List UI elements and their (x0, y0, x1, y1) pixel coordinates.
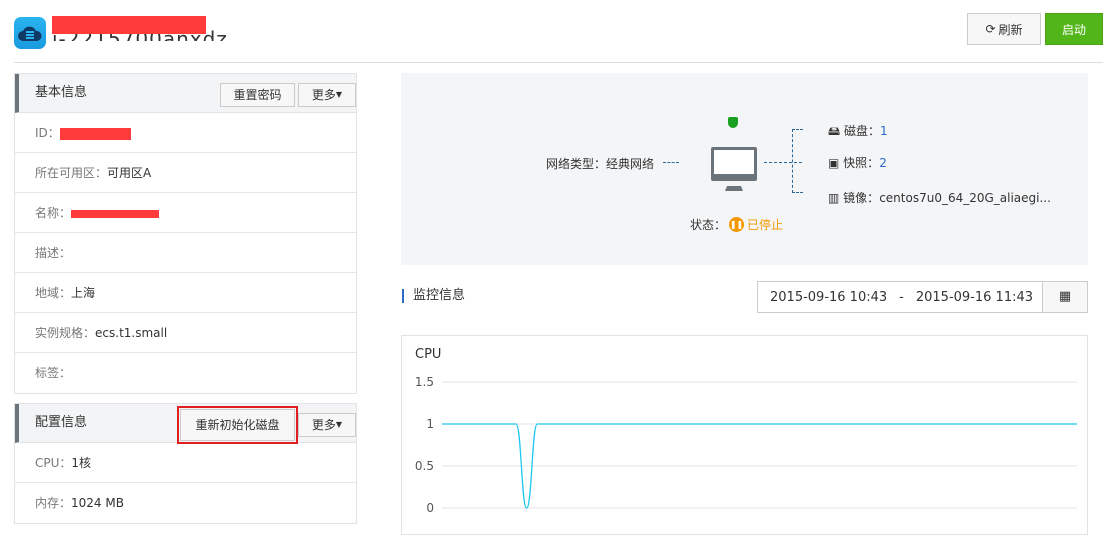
divider (14, 62, 1103, 63)
redaction (52, 16, 206, 34)
disk-item: 🖴 磁盘：1 (828, 124, 888, 138)
computer-icon (711, 147, 757, 191)
pause-icon: ❚❚ (729, 217, 745, 232)
reset-password-button[interactable]: 重置密码 (220, 83, 295, 107)
info-row-id: ID： (15, 113, 356, 153)
info-row-tags: 标签： (35, 366, 72, 380)
y-tick-label: 0.5 (415, 459, 434, 473)
config-info-panel: 配置信息 重新初始化磁盘 更多 ▼ CPU：1核 内存：1024 MB (14, 403, 357, 524)
network-type: 网络类型：经典网络 (546, 157, 655, 171)
basic-info-panel: 基本信息 重置密码 更多 ▼ ID： 所在可用区：可用区A 名称： 描述： 地域：… (14, 73, 357, 394)
reinit-disk-button[interactable]: 重新初始化磁盘 (177, 406, 298, 444)
redaction (71, 209, 160, 218)
redaction (59, 127, 131, 140)
connector (663, 162, 679, 163)
caret-down-icon: ▼ (335, 420, 343, 429)
cloud-server-icon (18, 26, 42, 41)
cpu-series-line (441, 423, 1077, 509)
chart-plot: 1.5 1 0.5 0 (415, 375, 1077, 515)
image-item: ▥ 镜像：centos7u0_64_20G_aliaegi... (828, 191, 1051, 205)
info-row-spec: 实例规格：ecs.t1.small (15, 313, 356, 353)
refresh-icon: ⟳ (985, 22, 996, 36)
calendar-icon[interactable]: ▦ (1042, 282, 1087, 312)
info-row-zone: 所在可用区：可用区A (15, 153, 356, 193)
chart-title: CPU (415, 347, 442, 362)
start-button[interactable]: 启动 (1045, 13, 1103, 45)
snapshot-item: ▣ 快照：2 (828, 156, 887, 170)
info-row-region: 地域：上海 (15, 273, 356, 313)
y-tick-label: 0 (426, 501, 434, 515)
more-button[interactable]: 更多 ▼ (298, 413, 356, 437)
config-row-cpu: CPU：1核 (15, 443, 356, 483)
image-icon: ▥ (828, 191, 840, 205)
snapshot-icon: ▣ (828, 156, 840, 170)
basic-info-header: 基本信息 重置密码 更多 ▼ (15, 74, 356, 113)
app-logo (14, 17, 46, 49)
y-tick-label: 1 (426, 417, 434, 431)
monitor-title: 监控信息 (402, 289, 465, 303)
topology-panel: 网络类型：经典网络 🖴 磁盘：1 ▣ 快照：2 ▥ 镜像：centos7u0_6… (401, 73, 1088, 265)
more-button[interactable]: 更多 ▼ (298, 83, 356, 107)
y-tick-label: 1.5 (415, 375, 434, 389)
info-row-name: 名称： (15, 193, 356, 233)
date-range-picker[interactable]: 2015-09-16 10:43 - 2015-09-16 11:43 ▦ (757, 281, 1088, 313)
cpu-chart: CPU 1.5 1 0.5 0 (401, 335, 1088, 535)
caret-down-icon: ▼ (335, 90, 343, 99)
config-row-memory: 内存：1024 MB (35, 496, 124, 510)
connector (792, 129, 803, 193)
disk-icon: 🖴 (828, 124, 841, 138)
shield-icon (728, 117, 738, 128)
refresh-button[interactable]: ⟳ 刷新 (967, 13, 1041, 45)
info-row-description: 描述： (15, 233, 356, 273)
panel-title: 配置信息 (35, 415, 88, 430)
connector (764, 162, 802, 163)
panel-title: 基本信息 (35, 85, 88, 100)
status: 状态： ❚❚ 已停止 (690, 217, 784, 232)
config-info-header: 配置信息 重新初始化磁盘 更多 ▼ (15, 404, 356, 444)
